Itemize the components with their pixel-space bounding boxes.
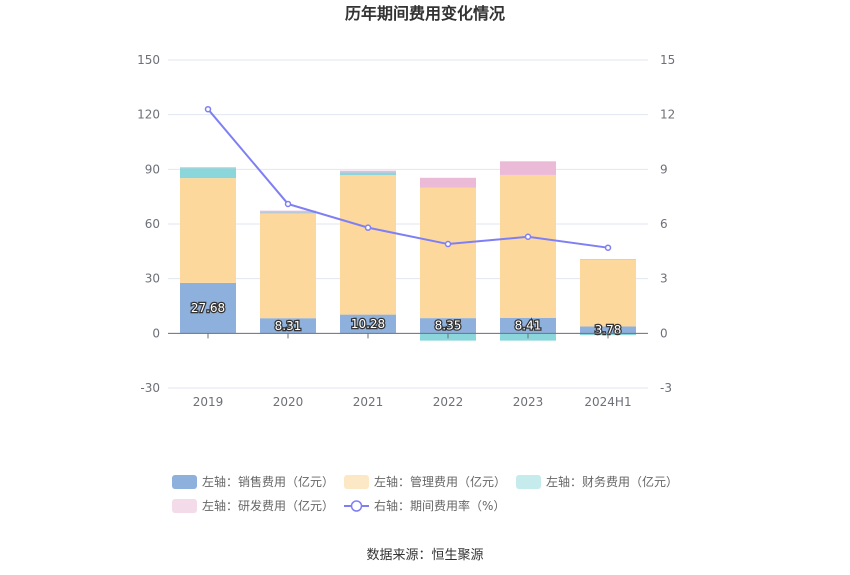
bar [340, 314, 396, 334]
data-label: 8.41 [515, 319, 542, 333]
data-label: 8.35 [435, 319, 462, 333]
right-tick-label: 9 [660, 162, 668, 176]
legend-item[interactable]: 左轴：销售费用（亿元） [172, 474, 334, 489]
bar [580, 326, 636, 334]
left-tick-label: 120 [137, 108, 160, 122]
bar [180, 167, 236, 169]
rate-point [604, 244, 612, 251]
bar [180, 178, 236, 283]
data-label: 10.28 [351, 317, 385, 331]
legend[interactable]: 左轴：销售费用（亿元） 左轴：管理费用（亿元） 左轴：财务费用（亿元） 左轴：研发费用… [172, 474, 678, 513]
data-labels: 27.688.31 10.28 8.35 8.41 3.78 [190, 300, 623, 338]
bar [500, 318, 556, 334]
legend-swatch [172, 475, 197, 489]
legend-label: 右轴：期间费用率（%） [374, 498, 505, 513]
bar [420, 318, 476, 334]
legend-marker [350, 500, 363, 512]
bar [260, 318, 316, 334]
bar [260, 212, 316, 214]
x-tick-label: 2022 [433, 395, 464, 409]
right-tick-label: 6 [660, 217, 668, 231]
grid [168, 59, 648, 389]
rate-line [204, 105, 612, 251]
rate-point [524, 233, 532, 241]
bar [500, 174, 556, 319]
bar [580, 259, 636, 327]
legend-label: 左轴：研发费用（亿元） [202, 498, 334, 513]
legend-label: 左轴：销售费用（亿元） [202, 474, 334, 489]
bar [580, 259, 636, 260]
legend-swatch [344, 475, 369, 489]
x-tick-label: 2024H1 [584, 395, 631, 409]
left-tick-label: 150 [137, 53, 160, 67]
rate-point [204, 105, 212, 113]
legend-item[interactable]: 左轴：管理费用（亿元） [344, 474, 506, 489]
x-tick-label: 2021 [353, 395, 384, 409]
bar [340, 175, 396, 315]
rate-point [364, 224, 372, 231]
bar [420, 177, 476, 188]
rate-line-path [207, 108, 609, 249]
bar [340, 172, 396, 176]
right-tick-label: 3 [660, 272, 668, 286]
bar [180, 282, 236, 334]
right-tick-label: 12 [660, 108, 675, 122]
left-tick-label: -30 [140, 381, 160, 395]
bar [180, 168, 236, 179]
legend-label: 左轴：财务费用（亿元） [546, 474, 678, 489]
bar [260, 210, 316, 213]
chart-title: 历年期间费用变化情况 [345, 4, 505, 23]
legend-item[interactable]: 左轴：财务费用（亿元） [516, 474, 678, 489]
bars [180, 161, 636, 341]
left-tick-label: 60 [145, 217, 160, 231]
x-tick-label: 2020 [273, 395, 304, 409]
bar [340, 170, 396, 173]
legend-swatch [172, 499, 197, 513]
left-tick-label: 90 [145, 162, 160, 176]
data-label: 27.68 [191, 301, 225, 315]
left-tick-label: 30 [145, 272, 160, 286]
x-tick-label: 2023 [513, 395, 544, 409]
left-tick-label: 0 [152, 326, 160, 340]
rate-point [444, 240, 452, 248]
rate-point [284, 200, 292, 208]
x-tick-label: 2019 [193, 395, 224, 409]
bar [260, 213, 316, 319]
legend-label: 左轴：管理费用（亿元） [374, 474, 506, 489]
bar [500, 161, 556, 175]
source-note: 数据来源：恒生聚源 [366, 548, 483, 563]
legend-item[interactable]: 右轴：期间费用率（%） [344, 498, 505, 513]
data-label: 8.31 [275, 319, 302, 333]
right-tick-label: 15 [660, 53, 675, 67]
right-tick-label: 0 [660, 326, 668, 340]
legend-item[interactable]: 左轴：研发费用（亿元） [172, 498, 334, 513]
legend-swatch [516, 475, 541, 489]
bar [420, 187, 476, 319]
right-tick-label: -3 [660, 381, 672, 395]
